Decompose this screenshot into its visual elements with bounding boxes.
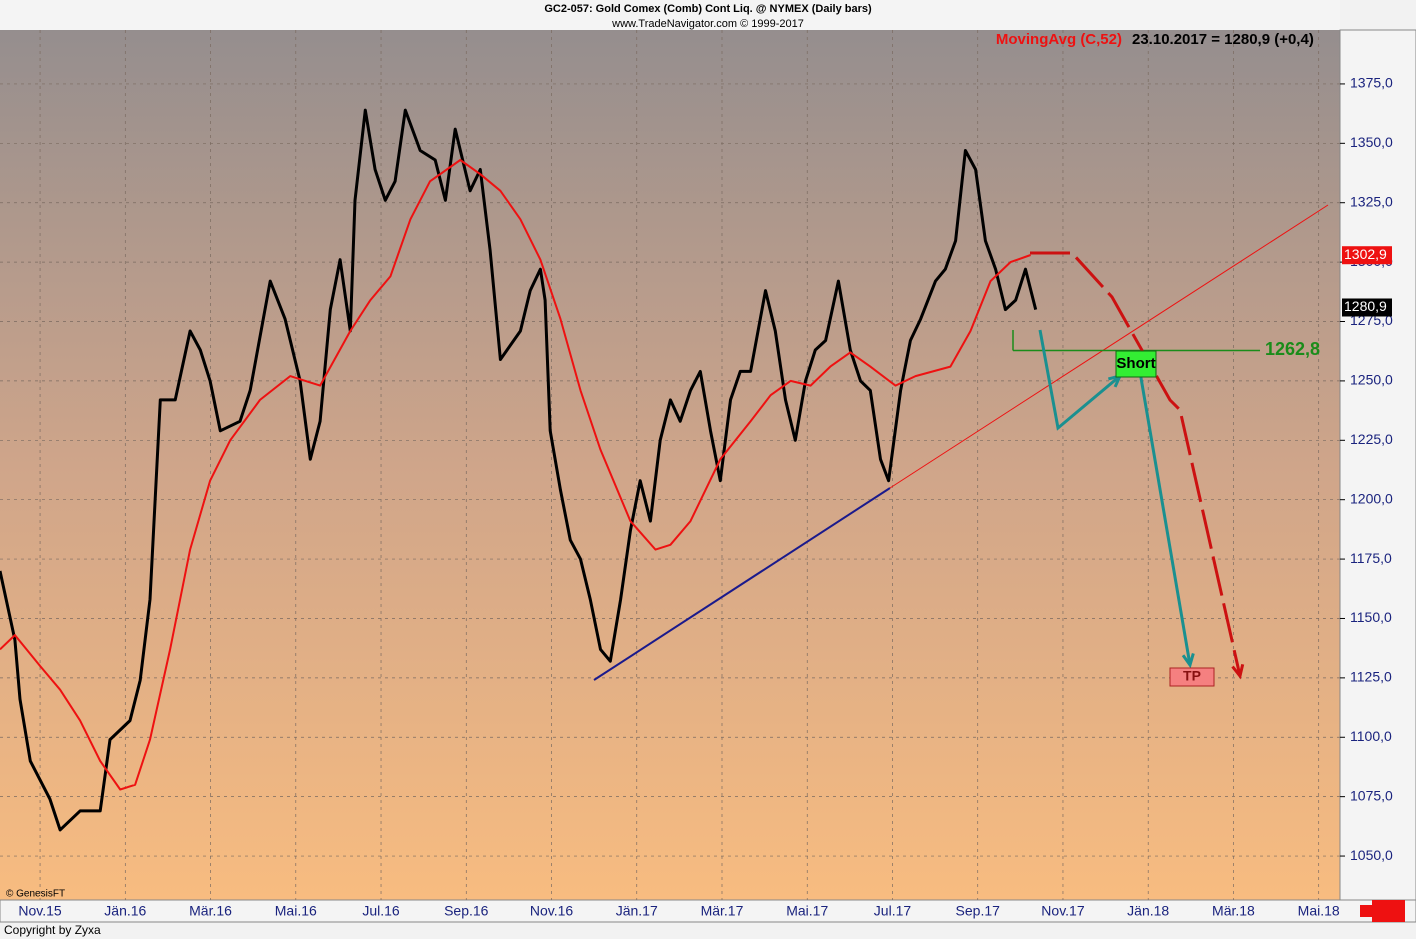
x-tick-label: Nov.15	[18, 903, 62, 919]
ma-tag-box	[1342, 246, 1392, 265]
y-tick-label: 1125,0	[1350, 669, 1392, 685]
price-line	[0, 108, 1038, 832]
short-label: Short	[1116, 355, 1155, 372]
plot: 1050,0 1075,0 1100,0 1125,0 1150,0 1175,0 1200…	[0, 30, 1393, 919]
support-trendline	[593, 487, 891, 681]
legend-entry: MovingAvg (C,52)	[996, 31, 1122, 48]
nav-arrow[interactable]	[1360, 900, 1405, 922]
y-tick-label: 1350,0	[1350, 134, 1393, 150]
y-tick-label: 1200,0	[1350, 490, 1393, 506]
tp-label: TP	[1183, 668, 1201, 684]
x-tick-label: Mai.17	[786, 903, 828, 919]
x-tick-label: Nov.17	[1041, 903, 1085, 919]
chart-subtitle: www.TradeNavigator.com © 1999-2017	[611, 18, 804, 30]
x-tick-label: Mär.16	[189, 903, 232, 919]
y-tick-label: 1050,0	[1350, 847, 1393, 863]
x-tick-label: Jul.17	[874, 903, 912, 919]
x-axis-area	[0, 899, 1416, 923]
red-arrow-head	[1231, 663, 1245, 680]
y-tick-label: 1375,0	[1350, 75, 1393, 91]
x-tick-label: Mai.16	[275, 903, 317, 919]
teal-arrow-2-head	[1181, 653, 1195, 669]
ma-line	[0, 159, 1031, 791]
ma-tag: 1302,9	[1344, 246, 1387, 262]
last-value: 23.10.2017 = 1280,9 (+0,4)	[1132, 31, 1314, 48]
chart-title: GC2-057: Gold Comex (Comb) Cont Liq. @ N…	[544, 3, 872, 15]
teal-arrow-2	[1138, 371, 1192, 666]
price-tag: 1280,9	[1344, 298, 1387, 314]
x-tick-label: Jul.16	[362, 903, 400, 919]
x-tick-label: Jän.18	[1127, 903, 1169, 919]
x-tick-label: Jän.17	[616, 903, 658, 919]
short-box	[1115, 350, 1157, 378]
credit: © GenesisFT	[6, 889, 65, 900]
plot-area	[0, 30, 1340, 900]
red-arrow	[1030, 251, 1242, 677]
resistance-trendline	[889, 204, 1329, 489]
x-tick-label: Mär.17	[701, 903, 744, 919]
y-tick-label: 1150,0	[1350, 609, 1392, 625]
x-tick-label: Sep.16	[444, 903, 489, 919]
level-label: 1262,8	[1265, 339, 1320, 359]
x-tick-label: Jän.16	[104, 903, 146, 919]
y-tick-label: 1225,0	[1350, 431, 1393, 447]
header-area	[0, 0, 1340, 30]
copyright: Copyright by Zyxa	[4, 923, 101, 937]
y-tick-label: 1250,0	[1350, 372, 1393, 388]
price-tag-box	[1342, 298, 1392, 317]
x-tick-label: Sep.17	[956, 903, 1001, 919]
y-tick-label: 1100,0	[1350, 728, 1392, 744]
y-axis-area	[1339, 29, 1416, 901]
y-tick-label: 1175,0	[1350, 550, 1392, 566]
y-tick-label: 1325,0	[1350, 193, 1393, 209]
y-tick-label: 1075,0	[1350, 787, 1393, 803]
x-tick-label: Mär.18	[1212, 903, 1255, 919]
teal-arrow-1	[1038, 329, 1121, 431]
x-tick-label: Nov.16	[530, 903, 574, 919]
x-tick-label: Mai.18	[1298, 903, 1340, 919]
tp-box	[1169, 667, 1215, 687]
